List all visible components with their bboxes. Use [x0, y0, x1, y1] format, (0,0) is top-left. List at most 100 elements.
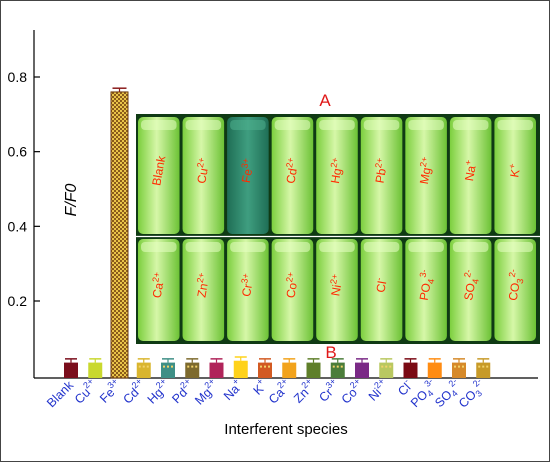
- x-axis-label: Interferent species: [224, 421, 347, 438]
- bar: [161, 362, 175, 378]
- vial: [271, 239, 314, 341]
- vial-highlight: [319, 120, 355, 130]
- vial-highlight: [408, 120, 444, 130]
- vial-label: Pb2+: [371, 157, 391, 184]
- vial-highlight: [452, 242, 489, 252]
- bar: [403, 362, 418, 378]
- vial: [138, 239, 180, 341]
- x-tick-label: Ni2+: [364, 376, 392, 404]
- vial-highlight: [141, 120, 177, 130]
- vial: [360, 239, 403, 341]
- vial: [494, 239, 536, 341]
- bar-texture-dot: [332, 365, 335, 368]
- x-tick-label: Cu2+: [70, 376, 101, 407]
- bar-texture-dot: [454, 365, 456, 368]
- y-axis-label: F/F0: [63, 183, 80, 216]
- vial-label: Hg2+: [326, 157, 346, 185]
- x-tick-label: Blank: [44, 378, 77, 411]
- vial-label: Ni2+: [326, 273, 346, 297]
- vial: [449, 117, 492, 234]
- bar-texture-dot: [389, 365, 392, 368]
- bar: [306, 362, 321, 378]
- bar-texture-dot: [171, 365, 173, 368]
- bar: [110, 91, 129, 379]
- vial-label: Na+: [460, 159, 479, 182]
- vial-highlight: [230, 242, 266, 252]
- x-tick-label: Fe3+: [95, 376, 125, 406]
- x-tick-label: Mg2+: [190, 376, 222, 408]
- bar: [355, 362, 369, 378]
- vial-photo-inset: A B Blank Cu2+ Fe3+ Cd2+ Hg2+ Pb2+ Mg2+ Na+ K+ Ca2+…: [136, 91, 540, 362]
- bar-texture-dot: [381, 365, 384, 368]
- bar: [282, 362, 297, 378]
- bar-texture-dot: [264, 365, 266, 368]
- vial: [316, 239, 358, 341]
- vial-label: Fe3+: [237, 157, 257, 184]
- bar-texture-dot: [268, 365, 270, 368]
- x-tick-label: Co2+: [337, 376, 368, 407]
- vial: [271, 117, 314, 234]
- y-tick-label: 0.4: [8, 218, 28, 234]
- bar-texture-dot: [167, 365, 169, 368]
- bar-texture-dot: [336, 365, 339, 368]
- vial-highlight: [141, 242, 177, 252]
- vial-highlight: [363, 242, 400, 252]
- bar: [209, 362, 224, 378]
- bars-group: [64, 87, 491, 379]
- bar-texture-dot: [486, 365, 489, 368]
- x-tick-label: Cl-: [393, 376, 415, 398]
- x-tick-label: Pd2+: [167, 376, 197, 406]
- bar: [233, 360, 248, 378]
- vial-label: K+: [505, 163, 523, 179]
- bar-texture-dot: [260, 365, 262, 368]
- bar: [427, 362, 442, 378]
- vial-highlight: [185, 120, 222, 130]
- vial-highlight: [497, 120, 533, 130]
- vial-label: CO32-: [503, 268, 527, 302]
- x-tick-label: Ca2+: [264, 376, 295, 407]
- y-tick-label: 0.8: [8, 69, 28, 85]
- vial-label: Cl-: [372, 277, 390, 294]
- x-tick-label: PO43-: [406, 376, 441, 411]
- vial-label: Co2+: [281, 271, 301, 299]
- bar-texture-dot: [195, 365, 198, 368]
- bar-texture-dot: [385, 365, 388, 368]
- vial-label: Zn2+: [192, 272, 212, 299]
- bar: [330, 362, 345, 378]
- vial-highlight: [274, 120, 311, 130]
- vial-label: Cd2+: [281, 157, 301, 185]
- inset-label-a: A: [319, 91, 331, 110]
- vial-highlight: [363, 120, 400, 130]
- vial-label: Cu2+: [192, 157, 212, 185]
- bar-texture-dot: [478, 365, 481, 368]
- vial-highlight: [497, 242, 533, 252]
- bar: [452, 362, 466, 378]
- vial-highlight: [230, 120, 266, 130]
- vial-highlight: [408, 242, 444, 252]
- vial: [138, 117, 180, 234]
- vial-highlight: [274, 242, 311, 252]
- vial: [182, 117, 225, 234]
- bar-texture-dot: [458, 365, 460, 368]
- bar: [379, 362, 394, 378]
- bar-texture-dot: [462, 365, 464, 368]
- x-tick-label: Cd2+: [118, 376, 149, 407]
- x-tick-label: Zn2+: [289, 376, 319, 406]
- vial-label: Mg2+: [415, 156, 435, 185]
- bar-texture-dot: [340, 365, 343, 368]
- vial: [227, 117, 269, 234]
- vial-label: Ca2+: [148, 271, 168, 299]
- y-ticks: 0.2 0.4 0.6 0.8: [8, 69, 40, 309]
- inset-label-b: B: [325, 343, 336, 362]
- bar: [64, 362, 78, 378]
- y-tick-label: 0.6: [8, 144, 28, 160]
- bar-texture-dot: [191, 365, 194, 368]
- vial: [449, 239, 492, 341]
- vial: [316, 117, 358, 234]
- bar: [476, 362, 491, 378]
- vial-highlight: [319, 242, 355, 252]
- bar-texture-dot: [146, 365, 149, 368]
- x-tick-label: Hg2+: [143, 376, 174, 407]
- bar: [258, 362, 272, 378]
